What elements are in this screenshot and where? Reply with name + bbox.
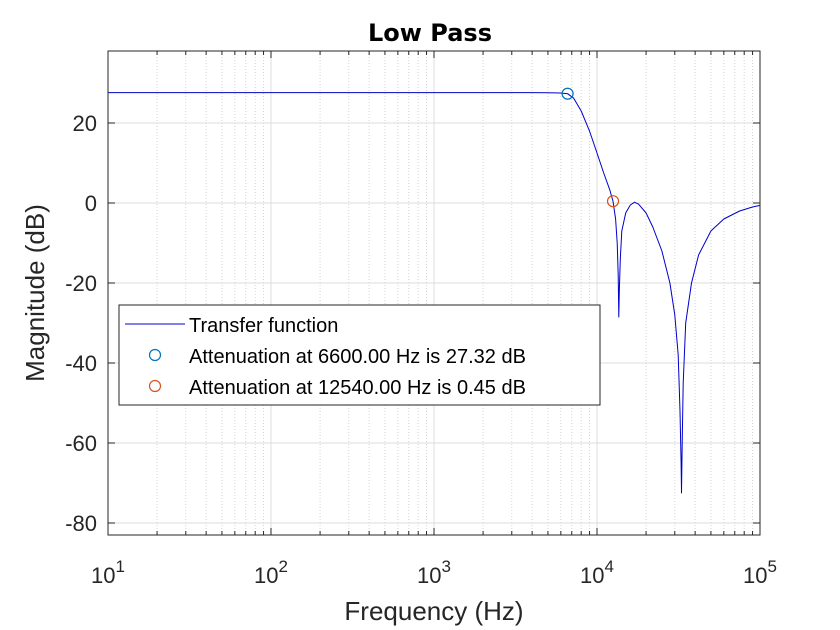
x-tick-label: 104 <box>580 557 614 588</box>
x-axis-label: Frequency (Hz) <box>344 596 523 626</box>
legend-label-12540: Attenuation at 12540.00 Hz is 0.45 dB <box>189 377 526 399</box>
legend-label-transfer-function: Transfer function <box>189 315 338 337</box>
x-tick-label-base: 10 <box>580 563 604 588</box>
x-tick-label: 102 <box>254 557 288 588</box>
y-tick-label: 20 <box>73 111 97 136</box>
x-tick-labels: 101 102 103 104 105 <box>91 557 777 588</box>
attenuation-marker-2 <box>606 195 620 208</box>
x-tick-label-exponent: 1 <box>116 557 125 576</box>
x-tick-label: 105 <box>743 557 777 588</box>
legend-marker-6600 <box>148 348 162 362</box>
x-tick-label-base: 10 <box>254 563 278 588</box>
y-tick-label: -60 <box>65 431 97 456</box>
x-tick-label-exponent: 3 <box>442 557 451 576</box>
legend-marker-12540 <box>148 379 162 393</box>
x-tick-label: 103 <box>417 557 451 588</box>
y-tick-label: -40 <box>65 351 97 376</box>
legend-label-6600: Attenuation at 6600.00 Hz is 27.32 dB <box>189 346 526 368</box>
x-tick-label-exponent: 2 <box>279 557 288 576</box>
legend: Transfer function Attenuation at 6600.00… <box>118 304 601 406</box>
chart-title: Low Pass <box>368 19 492 47</box>
y-axis-label: Magnitude (dB) <box>20 204 50 382</box>
x-tick-label-base: 10 <box>91 563 115 588</box>
x-tick-label-base: 10 <box>417 563 441 588</box>
x-tick-label-base: 10 <box>743 563 767 588</box>
attenuation-marker-1 <box>561 87 574 100</box>
y-tick-labels: 20 0 -20 -40 -60 -80 <box>65 111 97 536</box>
tick-marks <box>107 51 761 535</box>
y-tick-label: -80 <box>65 511 97 536</box>
y-tick-label: -20 <box>65 271 97 296</box>
y-tick-label: 0 <box>85 191 97 216</box>
series-layer <box>108 87 761 494</box>
legend-box <box>118 304 601 406</box>
transfer-function-line <box>108 92 761 494</box>
x-tick-label-exponent: 5 <box>768 557 777 576</box>
x-tick-label-exponent: 4 <box>605 557 614 576</box>
x-tick-label: 101 <box>91 557 125 588</box>
